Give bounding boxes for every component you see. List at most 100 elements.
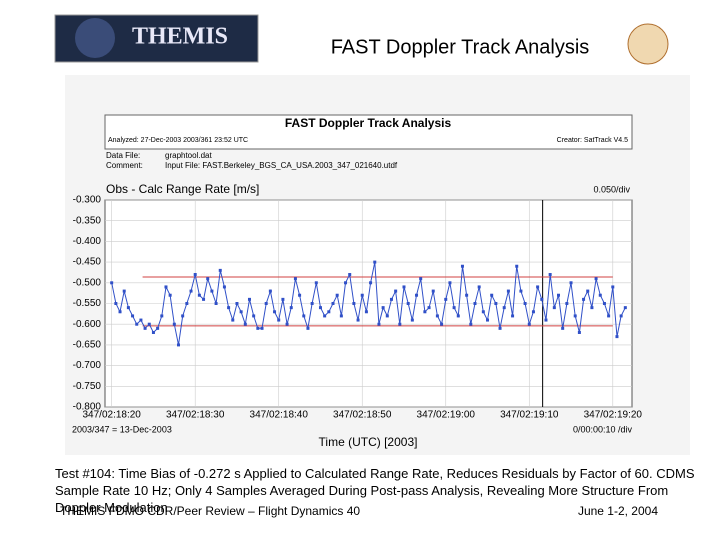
- data-point: [460, 264, 464, 268]
- data-point: [252, 314, 256, 318]
- chart-title: FAST Doppler Track Analysis: [285, 116, 452, 130]
- x-tick-label: 347/02:19:00: [417, 410, 476, 421]
- data-point: [151, 330, 155, 334]
- data-point: [118, 310, 122, 314]
- data-point: [193, 273, 197, 277]
- data-point: [202, 297, 206, 301]
- logo-text: THEMIS: [132, 24, 228, 50]
- data-point: [444, 297, 448, 301]
- y-tick-label: -0.700: [73, 360, 102, 371]
- data-point: [318, 306, 322, 310]
- creator: Creator: SatTrack V4.5: [557, 137, 628, 144]
- data-point: [160, 314, 164, 318]
- data-point: [615, 335, 619, 339]
- y-div: 0.050/div: [593, 184, 630, 194]
- data-point: [590, 306, 594, 310]
- data-point: [364, 310, 368, 314]
- chart-header: [104, 114, 633, 150]
- data-point: [565, 302, 569, 305]
- data-point: [465, 293, 469, 297]
- data-point: [273, 310, 277, 314]
- data-point: [114, 302, 118, 305]
- data-point: [402, 285, 406, 289]
- data-point: [331, 302, 335, 305]
- data-point: [181, 314, 185, 318]
- y-tick-label: -0.350: [73, 215, 102, 226]
- y-tick-label: -0.300: [73, 195, 102, 206]
- data-point: [389, 297, 393, 301]
- data-point: [126, 306, 130, 310]
- y-tick-label: -0.450: [73, 257, 102, 268]
- data-point: [310, 302, 314, 305]
- data-point: [481, 310, 485, 314]
- y-tick-label: -0.500: [73, 277, 102, 288]
- data-point: [335, 293, 339, 297]
- data-point: [314, 281, 318, 285]
- data-point: [231, 318, 235, 322]
- data-point: [168, 293, 172, 297]
- slide-title: FAST Doppler Track Analysis: [331, 36, 590, 58]
- data-point: [398, 322, 402, 326]
- footer-left: THEMIS FDMO CDR/Peer Review – Flight Dyn…: [60, 504, 360, 518]
- data-point: [298, 293, 302, 297]
- data-point: [552, 306, 556, 310]
- data-point: [448, 281, 452, 285]
- data-point: [477, 285, 481, 289]
- x-tick-label: 347/02:18:50: [333, 410, 392, 421]
- data-point: [239, 310, 243, 314]
- data-point: [415, 293, 419, 297]
- data-point: [410, 318, 414, 322]
- data-point: [498, 326, 502, 330]
- data-line: [111, 262, 626, 345]
- data-point: [264, 302, 268, 305]
- data-point: [594, 277, 598, 281]
- data-point: [573, 314, 577, 318]
- comment: Input File: FAST.Berkeley_BGS_CA_USA.200…: [165, 161, 398, 170]
- data-point: [348, 273, 352, 277]
- x-tick-label: 347/02:18:40: [250, 410, 309, 421]
- data-point: [544, 318, 548, 322]
- data-point: [540, 297, 544, 301]
- data-point: [131, 314, 135, 318]
- data-point: [440, 322, 444, 326]
- data-point: [486, 318, 490, 322]
- y-tick-label: -0.800: [73, 402, 102, 413]
- x-div: 0/00:00:10 /div: [573, 424, 633, 434]
- data-point: [515, 264, 519, 268]
- data-point: [218, 268, 222, 272]
- data-point: [557, 293, 561, 297]
- data-point: [598, 293, 602, 297]
- data-point: [373, 260, 377, 264]
- data-point: [511, 314, 515, 318]
- data-point: [135, 322, 139, 326]
- data-point: [586, 289, 590, 293]
- analyzed: Analyzed: 27-Dec-2003 2003/361 23:52 UTC: [108, 137, 248, 144]
- data-point: [611, 285, 615, 289]
- data-point: [519, 289, 523, 293]
- data-point: [356, 318, 360, 322]
- data-point: [247, 297, 251, 301]
- x-tick-label: 347/02:19:20: [584, 410, 643, 421]
- data-point: [156, 326, 160, 330]
- data-point: [260, 326, 264, 330]
- comment-label: Comment:: [106, 161, 143, 170]
- data-point: [569, 281, 573, 285]
- y-tick-label: -0.400: [73, 236, 102, 247]
- data-point: [577, 330, 581, 334]
- data-point: [427, 306, 431, 310]
- data-point: [172, 322, 176, 326]
- data-point: [227, 306, 231, 310]
- data-point: [210, 289, 214, 293]
- data-point: [452, 306, 456, 310]
- data-point: [352, 302, 356, 305]
- caption: Test #104: Time Bias of -0.272 s Applied…: [55, 466, 695, 515]
- footer-right: June 1-2, 2004: [578, 504, 658, 518]
- data-file-label: Data File:: [106, 151, 140, 160]
- data-point: [235, 302, 239, 305]
- data-point: [327, 310, 331, 314]
- data-point: [435, 314, 439, 318]
- data-point: [360, 293, 364, 297]
- data-point: [176, 343, 180, 347]
